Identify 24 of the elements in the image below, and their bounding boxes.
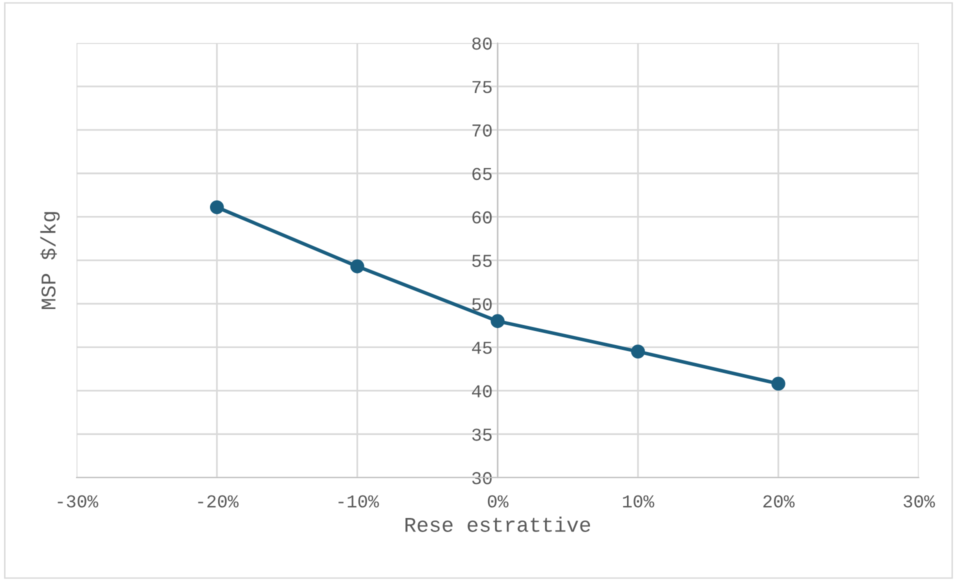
y-tick-label: 65 bbox=[472, 168, 492, 180]
y-tick-label: 70 bbox=[472, 124, 492, 137]
x-tick-label: 10% bbox=[623, 495, 654, 508]
point bbox=[631, 344, 645, 358]
y-tick-label: 55 bbox=[472, 254, 492, 268]
x-tick-label: -30% bbox=[58, 495, 98, 508]
y-axis-title: MSP $/kg bbox=[40, 212, 60, 309]
y-tick-label: 35 bbox=[472, 428, 492, 441]
y-tick-label: 60 bbox=[472, 211, 492, 224]
x-tick-label: -20% bbox=[198, 495, 239, 508]
x-tick-label: 30% bbox=[904, 495, 935, 508]
y-tick-label: 75 bbox=[472, 81, 492, 94]
x-tick-label: 20% bbox=[763, 495, 795, 508]
point bbox=[210, 200, 224, 214]
y-tick-label: 50 bbox=[472, 298, 492, 310]
y-tick-label: 40 bbox=[472, 385, 492, 398]
point bbox=[350, 259, 364, 274]
point bbox=[771, 376, 786, 391]
point bbox=[490, 314, 505, 328]
x-tick-label: -10% bbox=[338, 495, 379, 508]
x-tick-label: 0% bbox=[488, 495, 508, 508]
y-tick-label: 45 bbox=[472, 342, 492, 354]
x-axis-title: Rese estrattive bbox=[406, 516, 590, 532]
y-tick-label: 80 bbox=[472, 37, 492, 50]
